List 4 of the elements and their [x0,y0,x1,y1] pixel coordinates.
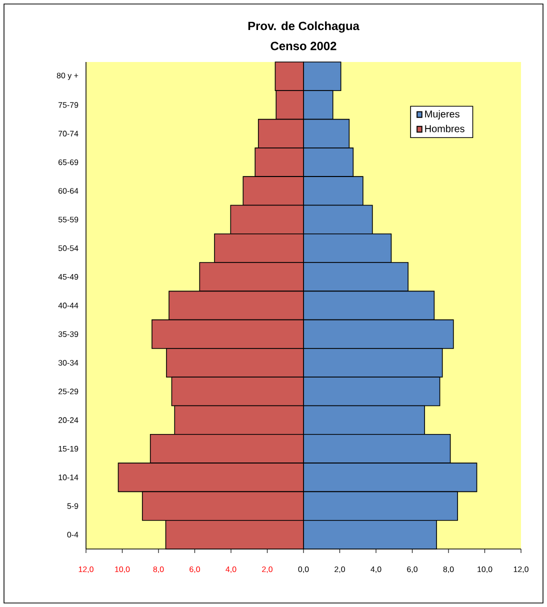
legend-label: Hombres [425,124,464,132]
legend-label: Mujeres [425,110,460,120]
chart-title: Prov. de Colchagua [248,21,360,33]
chart-subtitle: Censo 2002 [270,42,336,50]
